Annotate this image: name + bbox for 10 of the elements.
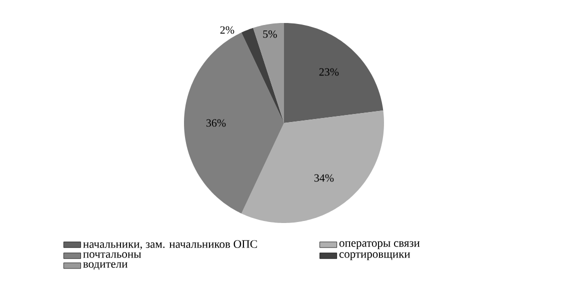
legend-label: сортировщики [339,252,410,260]
data-label: 5% [263,30,277,38]
data-label: 34% [314,174,334,182]
data-label: 2% [220,26,234,34]
legend-label: водители [83,262,128,270]
data-label: 23% [319,68,339,76]
legend-label: операторы связи [339,241,420,250]
legend-label: почтальоны [83,252,142,258]
legend-label: начальники, зам. начальников ОПС [83,240,257,250]
data-label: 36% [206,119,226,127]
